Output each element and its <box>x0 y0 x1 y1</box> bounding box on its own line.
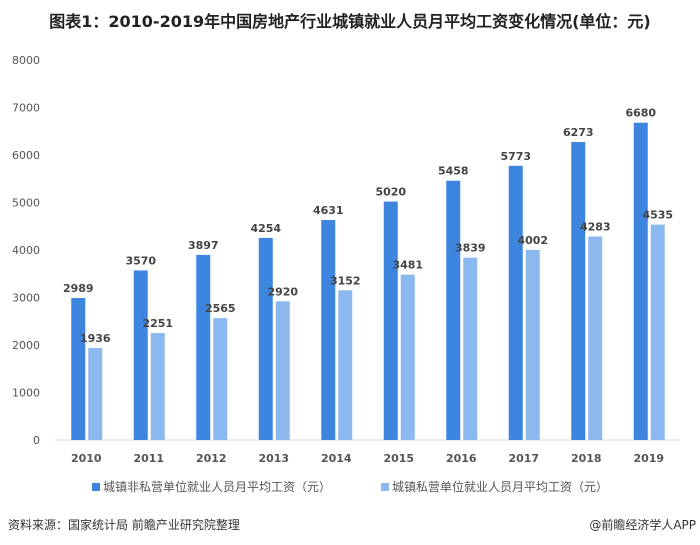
bar-non-private-2012 <box>196 254 211 440</box>
legend-swatch <box>381 482 389 491</box>
x-tick-label: 2015 <box>383 452 414 465</box>
x-tick-label: 2016 <box>446 452 477 465</box>
chart-title: 图表1：2010-2019年中国房地产行业城镇就业人员月平均工资变化情况(单位：… <box>49 12 651 31</box>
source-note: 资料来源：国家统计局 前瞻产业研究院整理 <box>8 518 240 532</box>
legend-swatch <box>91 482 100 491</box>
data-label: 2989 <box>63 282 94 295</box>
data-label: 3897 <box>188 239 219 252</box>
data-label: 4254 <box>250 222 281 235</box>
x-tick-label: 2013 <box>258 452 289 465</box>
bar-non-private-2011 <box>133 270 148 440</box>
y-tick-label: 3000 <box>12 292 40 305</box>
data-label: 5458 <box>438 165 469 178</box>
bar-non-private-2017 <box>508 165 523 440</box>
bar-non-private-2013 <box>258 237 273 440</box>
credit: @前瞻经济学人APP <box>589 518 696 532</box>
data-label: 4283 <box>580 221 611 234</box>
bar-private-2010 <box>88 348 103 440</box>
data-label: 4002 <box>517 234 548 247</box>
x-tick-label: 2018 <box>571 452 602 465</box>
data-label: 6273 <box>563 126 594 139</box>
legend-item-private: 城镇私营单位就业人员月平均工资（元） <box>381 478 608 495</box>
bar-private-2011 <box>150 333 165 440</box>
data-label: 2565 <box>205 302 236 315</box>
data-label: 3839 <box>455 242 486 255</box>
legend-label: 城镇非私营单位就业人员月平均工资（元） <box>102 480 331 494</box>
bar-private-2014 <box>338 290 353 440</box>
legend: 城镇非私营单位就业人员月平均工资（元） 城镇私营单位就业人员月平均工资（元） <box>0 478 700 495</box>
y-tick-label: 4000 <box>12 244 40 257</box>
data-label: 3570 <box>125 254 156 267</box>
bar-non-private-2010 <box>71 298 86 440</box>
y-tick-label: 1000 <box>12 387 40 400</box>
x-tick-label: 2017 <box>508 452 539 465</box>
data-label: 6680 <box>625 107 656 120</box>
data-label: 2251 <box>142 317 173 330</box>
bar-private-2015 <box>400 274 415 440</box>
data-label: 4535 <box>642 209 673 222</box>
y-tick-label: 6000 <box>12 149 40 162</box>
data-label: 5773 <box>500 150 531 163</box>
y-tick-label: 5000 <box>12 197 40 210</box>
data-label: 1936 <box>80 332 111 345</box>
data-label: 3152 <box>330 274 361 287</box>
bar-private-2016 <box>463 257 478 440</box>
bar-chart: 0 1000 2000 3000 4000 5000 6000 7000 8000 2010 298… <box>12 54 680 465</box>
x-tick-label: 2012 <box>196 452 227 465</box>
x-tick-label: 2014 <box>321 452 352 465</box>
y-tick-label: 0 <box>33 434 40 447</box>
data-label: 2920 <box>267 285 298 298</box>
y-tick-label: 7000 <box>12 102 40 115</box>
bar-private-2017 <box>525 249 540 440</box>
bar-private-2018 <box>588 236 603 440</box>
legend-item-non-private: 城镇非私营单位就业人员月平均工资（元） <box>91 478 331 495</box>
bar-non-private-2019 <box>633 122 648 440</box>
x-tick-label: 2010 <box>71 452 102 465</box>
bar-private-2012 <box>213 318 228 440</box>
legend-label: 城镇私营单位就业人员月平均工资（元） <box>392 480 609 494</box>
x-tick-label: 2019 <box>633 452 664 465</box>
bar-private-2013 <box>275 301 290 440</box>
data-label: 4631 <box>313 204 344 217</box>
y-tick-label: 8000 <box>12 54 40 67</box>
bar-non-private-2016 <box>446 180 461 440</box>
x-tick-label: 2011 <box>133 452 164 465</box>
data-label: 5020 <box>375 186 406 199</box>
data-label: 3481 <box>392 259 423 272</box>
bar-non-private-2018 <box>571 142 586 440</box>
y-tick-label: 2000 <box>12 339 40 352</box>
bar-private-2019 <box>650 224 665 440</box>
bar-non-private-2014 <box>321 220 336 440</box>
bar-non-private-2015 <box>383 201 398 440</box>
